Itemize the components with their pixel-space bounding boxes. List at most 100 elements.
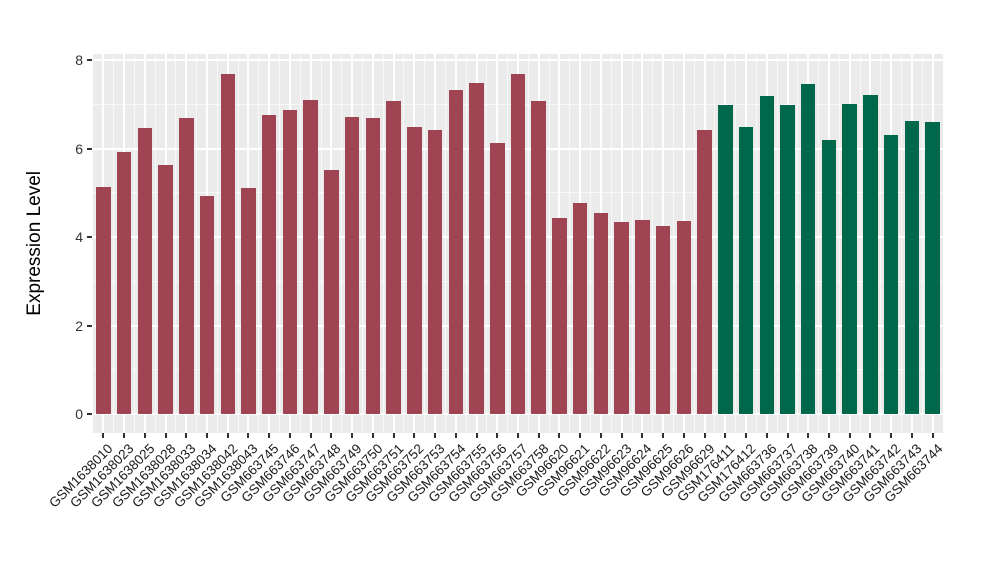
vertical-minor-gridline (113, 54, 115, 433)
x-axis-tick (371, 433, 374, 438)
vertical-minor-gridline (921, 54, 923, 433)
bar (925, 121, 940, 414)
vertical-minor-gridline (299, 54, 301, 433)
vertical-minor-gridline (444, 54, 446, 433)
bar (759, 96, 775, 414)
vertical-minor-gridline (341, 54, 343, 433)
vertical-minor-gridline (279, 54, 281, 433)
bar (158, 165, 173, 414)
bar (842, 103, 857, 414)
vertical-minor-gridline (216, 54, 218, 433)
vertical-minor-gridline (693, 54, 695, 433)
bar (386, 101, 401, 414)
x-axis-tick (827, 433, 830, 438)
x-axis-tick (662, 433, 665, 438)
x-axis-tick (703, 433, 706, 438)
y-axis-tick (87, 236, 92, 238)
bar (407, 126, 422, 414)
bar (863, 94, 878, 414)
bar (241, 188, 256, 414)
vertical-minor-gridline (196, 54, 198, 433)
vertical-minor-gridline (548, 54, 550, 433)
x-axis-tick (599, 433, 602, 438)
x-axis-tick (807, 433, 810, 438)
bar (469, 82, 484, 414)
vertical-minor-gridline (714, 54, 716, 433)
bar (572, 203, 588, 414)
bar (261, 114, 277, 414)
bar (800, 84, 816, 414)
bar (96, 187, 111, 414)
vertical-minor-gridline (631, 54, 633, 433)
vertical-minor-gridline (755, 54, 757, 433)
y-axis-tick-label: 8 (75, 52, 83, 68)
bar (220, 74, 235, 414)
bar (490, 142, 505, 414)
x-axis-tick (620, 433, 623, 438)
bar (593, 213, 609, 414)
vertical-minor-gridline (175, 54, 177, 433)
bar (718, 105, 733, 414)
bar (821, 139, 837, 414)
vertical-minor-gridline (859, 54, 861, 433)
x-axis-tick (765, 433, 768, 438)
x-axis-tick (558, 433, 561, 438)
vertical-minor-gridline (486, 54, 488, 433)
vertical-minor-gridline (382, 54, 384, 433)
x-axis-tick (226, 433, 229, 438)
vertical-minor-gridline (838, 54, 840, 433)
x-axis-tick (454, 433, 457, 438)
bar (179, 118, 194, 414)
vertical-minor-gridline (362, 54, 363, 433)
vertical-minor-gridline (818, 54, 820, 433)
y-axis-title: Expression Level (24, 171, 45, 316)
y-axis-tick (87, 413, 92, 415)
x-axis-tick (641, 433, 644, 438)
y-axis-tick-label: 6 (75, 140, 83, 157)
bar (199, 196, 215, 414)
vertical-minor-gridline (424, 54, 426, 433)
bar (676, 220, 692, 414)
bar (738, 127, 754, 414)
y-axis-tick (87, 59, 92, 61)
bar (552, 218, 567, 414)
vertical-minor-gridline (133, 54, 135, 433)
vertical-minor-gridline (403, 54, 405, 433)
y-axis-tick (87, 147, 92, 150)
bar (510, 74, 526, 414)
x-axis-tick (496, 433, 499, 438)
vertical-minor-gridline (507, 54, 509, 433)
x-axis-tick (413, 433, 416, 438)
x-axis-tick (517, 433, 519, 438)
x-axis-tick (890, 433, 893, 438)
vertical-minor-gridline (154, 54, 156, 433)
vertical-minor-gridline (569, 54, 571, 433)
vertical-minor-gridline (735, 54, 737, 433)
x-axis-tick (537, 433, 540, 438)
bar (324, 170, 339, 414)
x-axis-tick (579, 433, 582, 438)
x-axis-tick (931, 433, 934, 438)
vertical-minor-gridline (320, 54, 322, 433)
x-axis-tick (434, 433, 437, 438)
bar (531, 100, 546, 414)
x-axis-tick (848, 433, 851, 438)
bar (655, 225, 671, 414)
vertical-minor-gridline (610, 54, 612, 433)
bar (697, 129, 712, 414)
vertical-minor-gridline (901, 54, 903, 433)
vertical-minor-gridline (652, 54, 654, 433)
y-axis-title-wrap: Expression Level (18, 54, 52, 433)
vertical-minor-gridline (672, 54, 674, 433)
x-axis-tick (268, 433, 271, 438)
y-axis-tick-label: 0 (75, 406, 83, 422)
bar (303, 99, 318, 414)
bar (635, 220, 650, 414)
x-axis-tick (247, 433, 250, 438)
bar (883, 134, 899, 414)
vertical-minor-gridline (797, 54, 799, 433)
x-axis-tick (869, 433, 872, 438)
x-axis-tick (682, 433, 685, 438)
x-axis-tick (330, 433, 333, 438)
